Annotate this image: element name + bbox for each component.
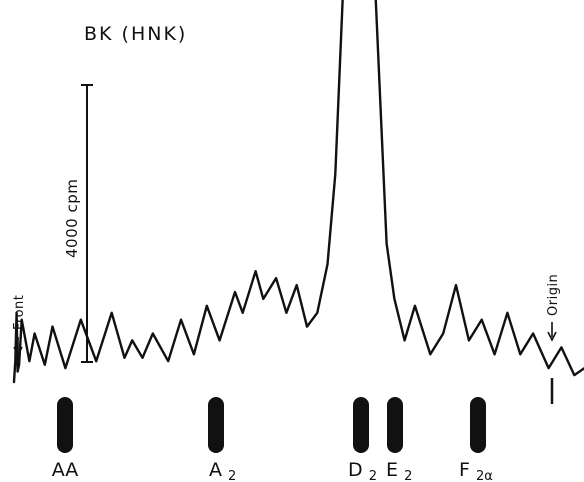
label-e2: E 2 [386, 459, 412, 482]
origin-label: Origin [546, 274, 561, 316]
standard-spots [57, 397, 486, 453]
scale-bar-label: 4000 cpm [63, 179, 81, 258]
front-label: Front [12, 295, 27, 330]
standard-labels: AA A 2 D 2 E 2 F 2α [52, 459, 493, 482]
label-a2: A 2 [209, 459, 236, 482]
spot-aa [57, 397, 73, 453]
scale-bar: 4000 cpm [63, 84, 93, 363]
chart-title: BK (HNK) [84, 23, 187, 45]
series-trace [12, 0, 584, 384]
origin-marker: Origin [546, 274, 561, 404]
spot-e2 [387, 397, 403, 453]
label-aa: AA [52, 459, 79, 481]
spot-d2 [353, 397, 369, 453]
label-f2a: F 2α [459, 459, 493, 482]
spot-f2a [470, 397, 486, 453]
spot-a2 [208, 397, 224, 453]
label-d2: D 2 [348, 459, 377, 482]
